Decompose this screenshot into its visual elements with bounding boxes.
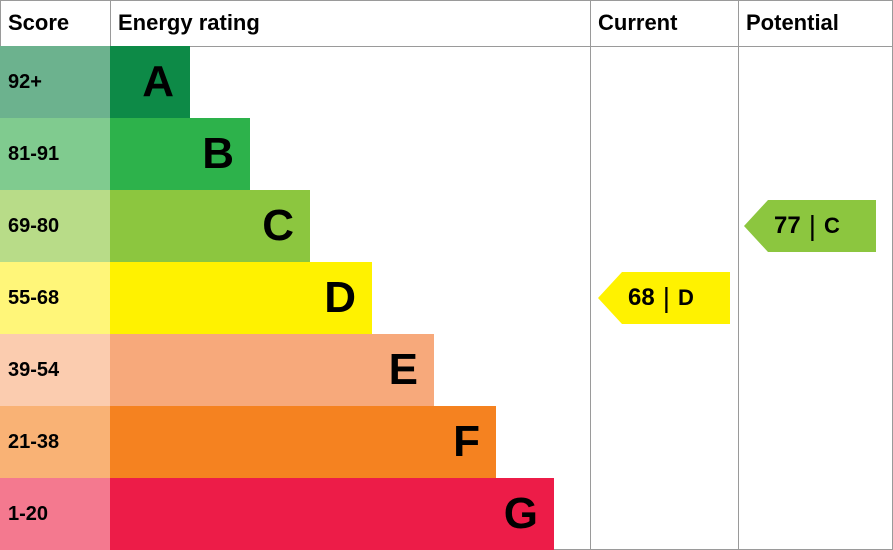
score-cell: 21-38 [0,406,110,478]
header-current: Current [590,10,738,36]
bar-wrap: F [110,406,893,478]
rating-letter: A [142,60,174,104]
score-cell: 69-80 [0,190,110,262]
rating-bar-e: E [110,334,434,406]
bar-wrap: B [110,118,893,190]
potential-pointer-body: 77 | C [768,200,876,252]
rating-bar-a: A [110,46,190,118]
current-score: 68 [628,284,655,312]
rating-bar-f: F [110,406,496,478]
score-cell: 81-91 [0,118,110,190]
rating-row-e: 39-54 E [0,334,893,406]
potential-letter: C [824,213,840,239]
epc-chart: Score Energy rating Current Potential 92… [0,0,893,550]
current-letter: D [678,285,694,311]
header-potential: Potential [738,10,893,36]
score-cell: 55-68 [0,262,110,334]
potential-score: 77 [774,212,801,240]
rating-letter: D [324,276,356,320]
header-rating: Energy rating [110,10,590,36]
pointer-arrow-icon [598,272,622,324]
score-cell: 92+ [0,46,110,118]
bar-wrap: E [110,334,893,406]
rating-bar-g: G [110,478,554,550]
rating-letter: B [202,132,234,176]
rating-bar-b: B [110,118,250,190]
pointer-arrow-icon [744,200,768,252]
rating-row-a: 92+ A [0,46,893,118]
bar-wrap: A [110,46,893,118]
rating-letter: C [262,204,294,248]
score-cell: 39-54 [0,334,110,406]
current-pointer-body: 68 | D [622,272,730,324]
current-pointer: 68 | D [598,272,730,324]
bar-wrap: G [110,478,893,550]
rating-row-b: 81-91 B [0,118,893,190]
pointer-separator: | [663,282,670,314]
rating-row-f: 21-38 F [0,406,893,478]
rating-letter: F [453,420,480,464]
rating-letter: G [504,492,538,536]
rating-row-g: 1-20 G [0,478,893,550]
rating-row-d: 55-68 D [0,262,893,334]
header-score: Score [0,10,110,36]
header-row: Score Energy rating Current Potential [0,0,893,46]
rating-letter: E [389,348,418,392]
score-cell: 1-20 [0,478,110,550]
rating-bar-c: C [110,190,310,262]
pointer-separator: | [809,210,816,242]
bar-wrap: D [110,262,893,334]
rating-bar-d: D [110,262,372,334]
potential-pointer: 77 | C [744,200,876,252]
